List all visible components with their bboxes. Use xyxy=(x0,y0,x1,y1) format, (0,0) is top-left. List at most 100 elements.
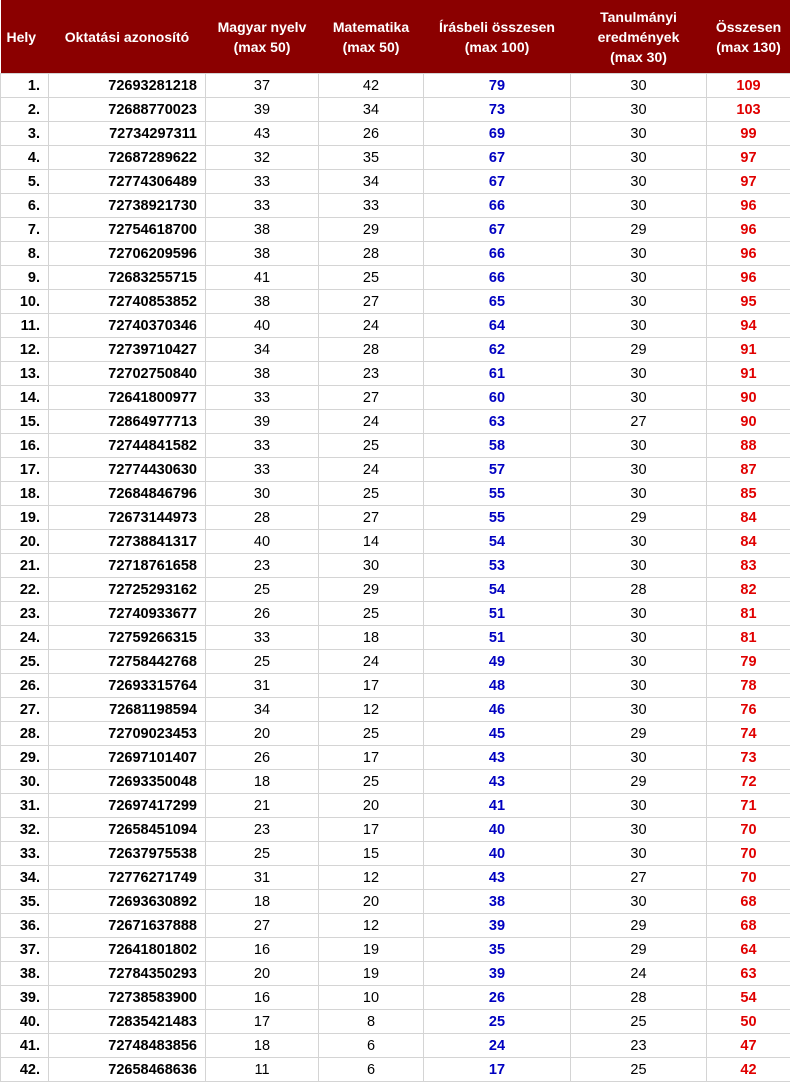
cell-hungarian: 34 xyxy=(205,697,319,722)
cell-math: 23 xyxy=(318,361,424,386)
cell-id: 72738921730 xyxy=(48,193,206,218)
cell-id: 72835421483 xyxy=(48,1009,206,1034)
cell-math: 6 xyxy=(318,1057,424,1082)
table-body: 1. 72693281218 37 42 79 30 109 2. 72688770023 39 3… xyxy=(0,73,790,1082)
cell-math: 26 xyxy=(318,121,424,146)
cell-written-total: 54 xyxy=(423,529,571,554)
table-row: 35. 72693630892 18 20 38 30 68 xyxy=(0,889,790,914)
cell-school-results: 29 xyxy=(570,505,707,530)
cell-rank: 16. xyxy=(0,433,49,458)
cell-school-results: 29 xyxy=(570,217,707,242)
cell-school-results: 30 xyxy=(570,193,707,218)
cell-id: 72718761658 xyxy=(48,553,206,578)
cell-rank: 2. xyxy=(0,97,49,122)
cell-id: 72687289622 xyxy=(48,145,206,170)
cell-math: 18 xyxy=(318,625,424,650)
cell-rank: 4. xyxy=(0,145,49,170)
cell-rank: 30. xyxy=(0,769,49,794)
cell-hungarian: 43 xyxy=(205,121,319,146)
cell-grand-total: 97 xyxy=(706,169,790,194)
cell-hungarian: 31 xyxy=(205,673,319,698)
cell-grand-total: 82 xyxy=(706,577,790,602)
cell-rank: 33. xyxy=(0,841,49,866)
cell-school-results: 30 xyxy=(570,97,707,122)
cell-written-total: 55 xyxy=(423,505,571,530)
cell-id: 72734297311 xyxy=(48,121,206,146)
cell-grand-total: 96 xyxy=(706,241,790,266)
cell-rank: 36. xyxy=(0,913,49,938)
cell-school-results: 30 xyxy=(570,241,707,266)
cell-rank: 22. xyxy=(0,577,49,602)
cell-math: 19 xyxy=(318,937,424,962)
cell-grand-total: 83 xyxy=(706,553,790,578)
cell-written-total: 48 xyxy=(423,673,571,698)
cell-school-results: 30 xyxy=(570,169,707,194)
cell-rank: 38. xyxy=(0,961,49,986)
cell-hungarian: 38 xyxy=(205,241,319,266)
cell-hungarian: 25 xyxy=(205,841,319,866)
cell-school-results: 30 xyxy=(570,121,707,146)
cell-written-total: 66 xyxy=(423,241,571,266)
cell-school-results: 30 xyxy=(570,745,707,770)
cell-grand-total: 71 xyxy=(706,793,790,818)
table-row: 1. 72693281218 37 42 79 30 109 xyxy=(0,73,790,98)
table-row: 24. 72759266315 33 18 51 30 81 xyxy=(0,625,790,650)
cell-hungarian: 20 xyxy=(205,961,319,986)
cell-written-total: 67 xyxy=(423,217,571,242)
cell-grand-total: 91 xyxy=(706,361,790,386)
table-row: 13. 72702750840 38 23 61 30 91 xyxy=(0,361,790,386)
cell-hungarian: 30 xyxy=(205,481,319,506)
table-row: 6. 72738921730 33 33 66 30 96 xyxy=(0,193,790,218)
cell-hungarian: 41 xyxy=(205,265,319,290)
cell-school-results: 29 xyxy=(570,769,707,794)
cell-school-results: 30 xyxy=(570,817,707,842)
cell-id: 72671637888 xyxy=(48,913,206,938)
cell-hungarian: 28 xyxy=(205,505,319,530)
cell-math: 24 xyxy=(318,409,424,434)
cell-hungarian: 25 xyxy=(205,649,319,674)
cell-rank: 6. xyxy=(0,193,49,218)
cell-written-total: 57 xyxy=(423,457,571,482)
cell-written-total: 40 xyxy=(423,841,571,866)
cell-math: 29 xyxy=(318,577,424,602)
cell-grand-total: 68 xyxy=(706,913,790,938)
cell-math: 24 xyxy=(318,313,424,338)
cell-grand-total: 78 xyxy=(706,673,790,698)
cell-school-results: 30 xyxy=(570,145,707,170)
cell-id: 72738841317 xyxy=(48,529,206,554)
cell-math: 24 xyxy=(318,457,424,482)
cell-hungarian: 26 xyxy=(205,601,319,626)
cell-written-total: 69 xyxy=(423,121,571,146)
header-math: Matematika (max 50) xyxy=(318,0,424,74)
cell-rank: 17. xyxy=(0,457,49,482)
header-written-total: Írásbeli összesen (max 100) xyxy=(423,0,571,74)
cell-rank: 10. xyxy=(0,289,49,314)
cell-hungarian: 27 xyxy=(205,913,319,938)
table-row: 10. 72740853852 38 27 65 30 95 xyxy=(0,289,790,314)
cell-hungarian: 33 xyxy=(205,433,319,458)
table-row: 21. 72718761658 23 30 53 30 83 xyxy=(0,553,790,578)
cell-written-total: 79 xyxy=(423,73,571,98)
cell-school-results: 30 xyxy=(570,265,707,290)
cell-id: 72758442768 xyxy=(48,649,206,674)
cell-grand-total: 90 xyxy=(706,385,790,410)
cell-school-results: 30 xyxy=(570,553,707,578)
cell-rank: 37. xyxy=(0,937,49,962)
cell-id: 72748483856 xyxy=(48,1033,206,1058)
cell-hungarian: 40 xyxy=(205,313,319,338)
cell-rank: 42. xyxy=(0,1057,49,1082)
cell-written-total: 66 xyxy=(423,265,571,290)
cell-id: 72706209596 xyxy=(48,241,206,266)
cell-hungarian: 25 xyxy=(205,577,319,602)
cell-written-total: 43 xyxy=(423,745,571,770)
cell-rank: 20. xyxy=(0,529,49,554)
cell-math: 24 xyxy=(318,649,424,674)
cell-math: 34 xyxy=(318,97,424,122)
cell-hungarian: 34 xyxy=(205,337,319,362)
cell-school-results: 28 xyxy=(570,577,707,602)
cell-school-results: 29 xyxy=(570,337,707,362)
cell-rank: 26. xyxy=(0,673,49,698)
cell-grand-total: 70 xyxy=(706,841,790,866)
cell-id: 72684846796 xyxy=(48,481,206,506)
